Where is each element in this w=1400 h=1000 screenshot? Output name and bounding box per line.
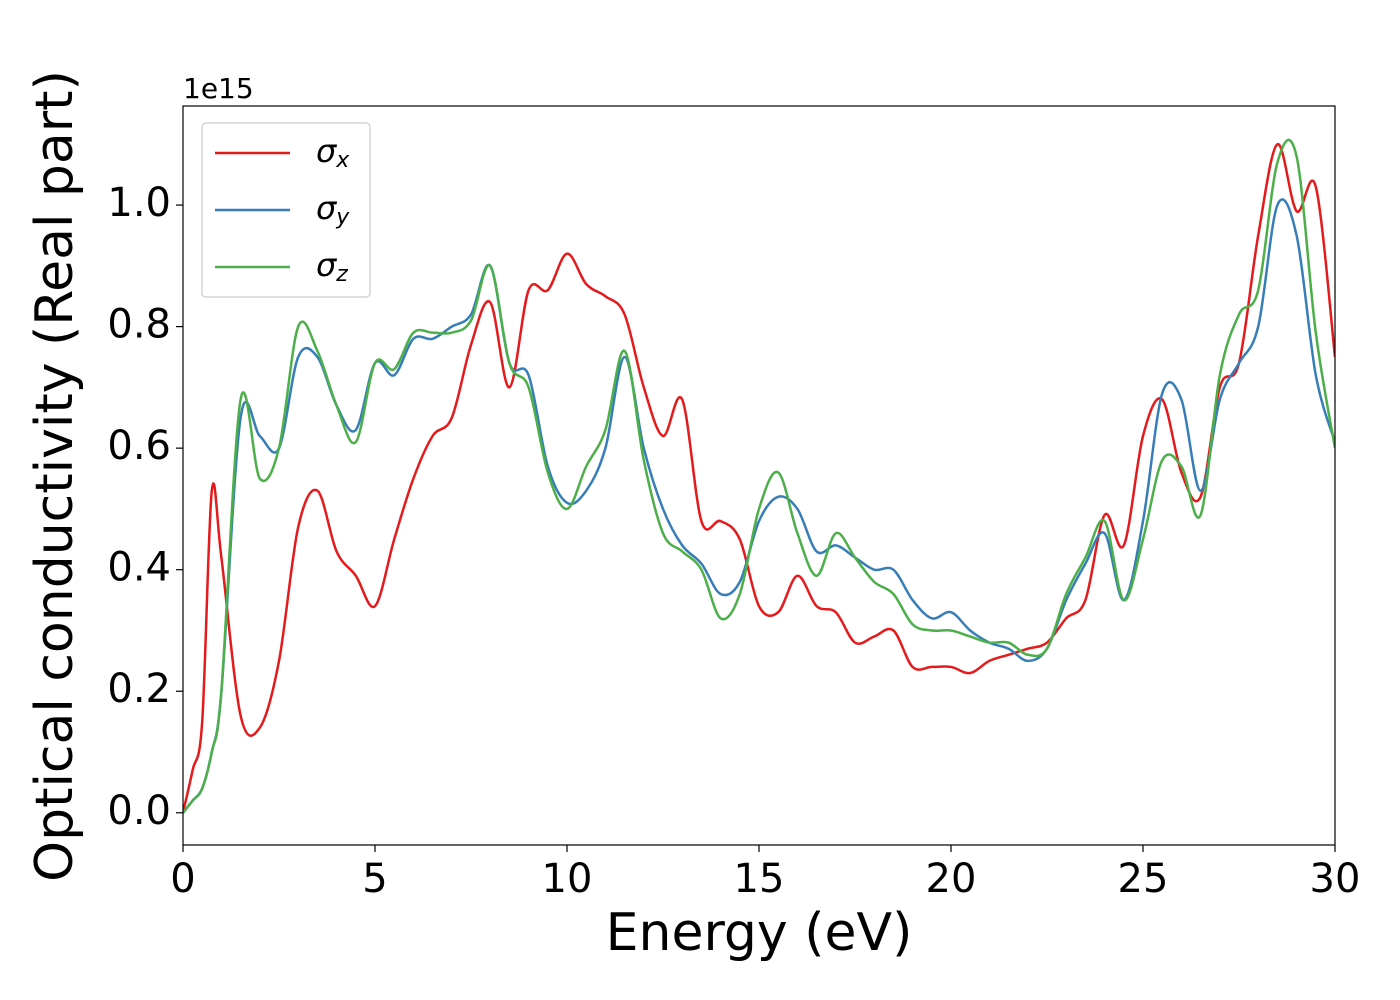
legend-label: σz [316,246,348,287]
plot-frame [182,105,1336,846]
x-tick-label: 25 [1118,856,1169,902]
legend-label: σy [316,189,350,230]
series-line [183,143,1335,814]
x-tick-label: 5 [362,856,387,902]
y-tick-label: 0.4 [107,545,171,591]
x-tick-label: 30 [1310,856,1361,902]
y-offset-text: 1e15 [183,72,254,105]
y-tick-label: 0.6 [107,423,171,469]
y-tick-label: 1.0 [107,180,171,226]
y-axis-label: Optical conductivity (Real part) [25,70,85,882]
x-tick-label: 0 [170,856,195,902]
legend-label: σx [316,132,350,173]
y-tick-label: 0.0 [107,788,171,834]
x-axis-label: Energy (eV) [606,903,913,963]
x-tick-label: 10 [542,856,593,902]
x-tick-label: 20 [926,856,977,902]
y-tick-label: 0.2 [107,666,171,712]
y-tick-label: 0.8 [107,302,171,348]
x-tick-label: 15 [734,856,785,902]
series-line [183,138,1335,814]
